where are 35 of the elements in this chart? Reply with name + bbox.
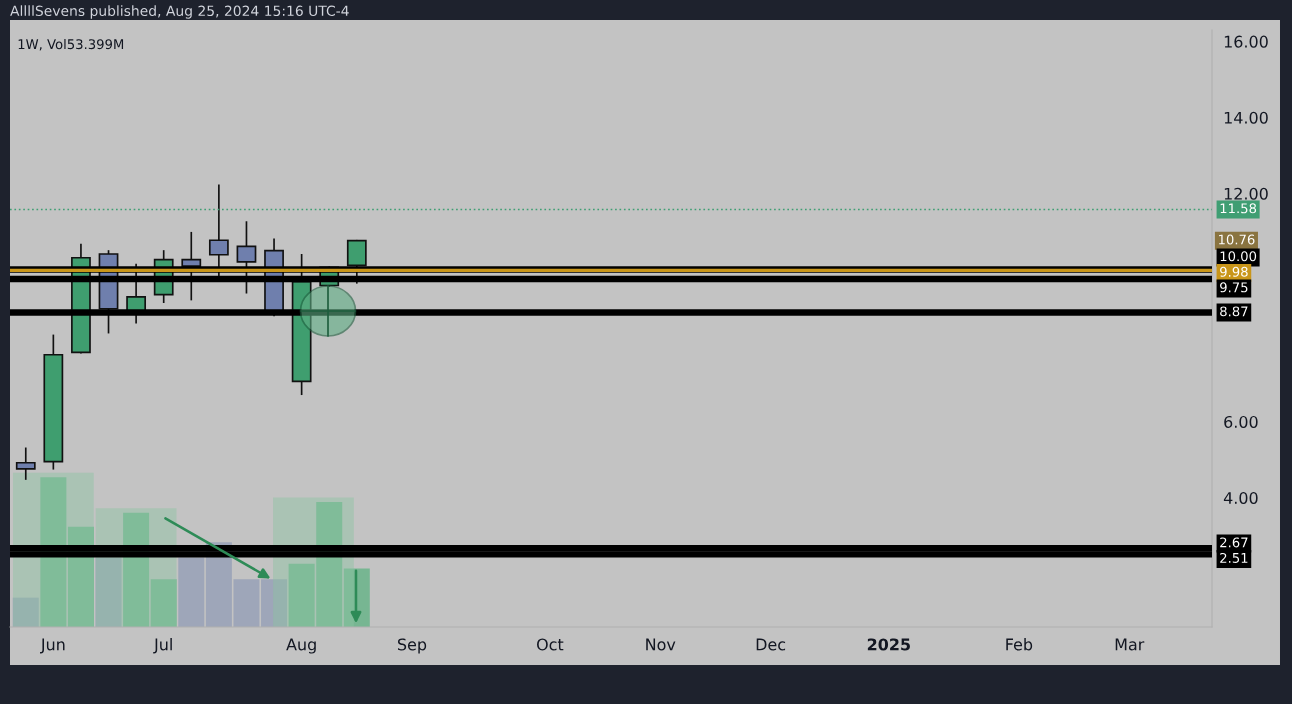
x-tick-label: 2025 [867,638,910,651]
y-tick-label: 16.00 [1224,35,1268,48]
y-tick-label: 4.00 [1223,491,1258,505]
bar [12,472,94,627]
text: 1W, Vol53.399M [18,38,124,51]
bar [12,597,39,627]
ref-line-label: 11.58 [1220,203,1257,214]
bar [150,579,177,627]
ref-line-label: 8.87 [1220,306,1248,317]
ref-line-label: 9.98 [1220,266,1248,277]
text: AllllSevens published, Aug 25, 2024 15:16 UTC-4 [10,5,349,19]
ref-line-label: 2.67 [1220,537,1248,548]
x-tick-label: Oct [537,638,564,651]
annotation: 10.76 [1219,234,1255,245]
candlestick [15,446,36,481]
candlestick [236,220,257,295]
bar [261,579,288,627]
x-tick-label: Mar [1115,638,1145,651]
x-tick-label: Dec [756,638,786,651]
bar [40,477,67,627]
bar [95,557,122,627]
x-tick-label: Aug [286,638,316,654]
x-tick-label: Feb [1006,638,1033,651]
y-tick-label: 6.00 [1224,415,1258,428]
y-tick-label: 12.00 [1224,187,1268,200]
bar [343,568,370,627]
x-tick-label: Jul [153,638,172,654]
y-tick-label: 14.00 [1224,111,1268,124]
x-tick-label: Nov [646,638,676,651]
ref-line-label: 10.00 [1220,251,1257,262]
x-tick-label: Sep [397,638,427,654]
x-tick-label: Jun [40,638,65,654]
ref-line-label: 2.51 [1220,552,1248,563]
bar [178,557,205,627]
ref-line-label: 9.75 [1220,282,1248,293]
